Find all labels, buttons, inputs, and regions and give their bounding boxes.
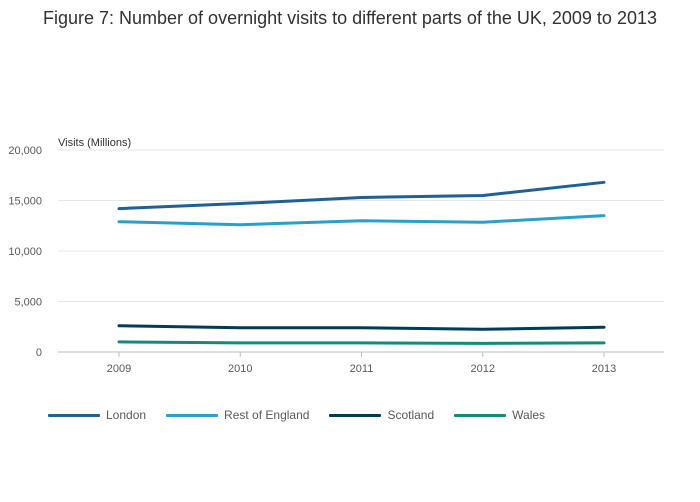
y-tick-label: 5,000 [14, 297, 42, 309]
legend-label: London [106, 408, 147, 422]
gridlines [58, 149, 664, 302]
legend-label: Rest of England [224, 408, 310, 422]
legend-swatch [48, 413, 100, 417]
legend-swatch [329, 413, 382, 417]
y-tick-label: 0 [36, 347, 42, 359]
series-line-rest-of-england [117, 214, 606, 227]
x-tick-label: 2012 [471, 363, 495, 375]
series-line-london [117, 180, 606, 211]
legend-label: Wales [512, 408, 546, 422]
y-axis-ticks: 0 5,000 10,000 15,000 20,000 [8, 145, 42, 359]
x-tick-label: 2013 [592, 363, 616, 375]
series-line-scotland [117, 324, 606, 331]
legend-item-wales[interactable]: Wales [454, 408, 545, 422]
legend-item-scotland[interactable]: Scotland [329, 408, 434, 422]
legend-swatch [166, 413, 219, 417]
x-tick-label: 2009 [107, 363, 131, 375]
x-tick-label: 2011 [350, 363, 374, 375]
legend-swatch [454, 413, 507, 417]
chart-title: Figure 7: Number of overnight visits to … [42, 8, 657, 28]
y-tick-label: 10,000 [8, 246, 42, 258]
legend-item-rest-of-england[interactable]: Rest of England [166, 408, 309, 422]
y-tick-label: 20,000 [8, 145, 42, 157]
legend-label: Scotland [387, 408, 435, 422]
series-line-wales [117, 340, 606, 345]
series-lines [117, 180, 606, 345]
legend: London Rest of England Scotland Wales [48, 408, 565, 422]
x-tick-label: 2010 [228, 363, 252, 375]
y-axis-label: Visits (Millions) [58, 137, 131, 149]
legend-item-london[interactable]: London [48, 408, 146, 422]
x-axis-ticks: 2009 2010 2011 2012 2013 [107, 352, 616, 375]
y-tick-label: 15,000 [8, 196, 42, 208]
